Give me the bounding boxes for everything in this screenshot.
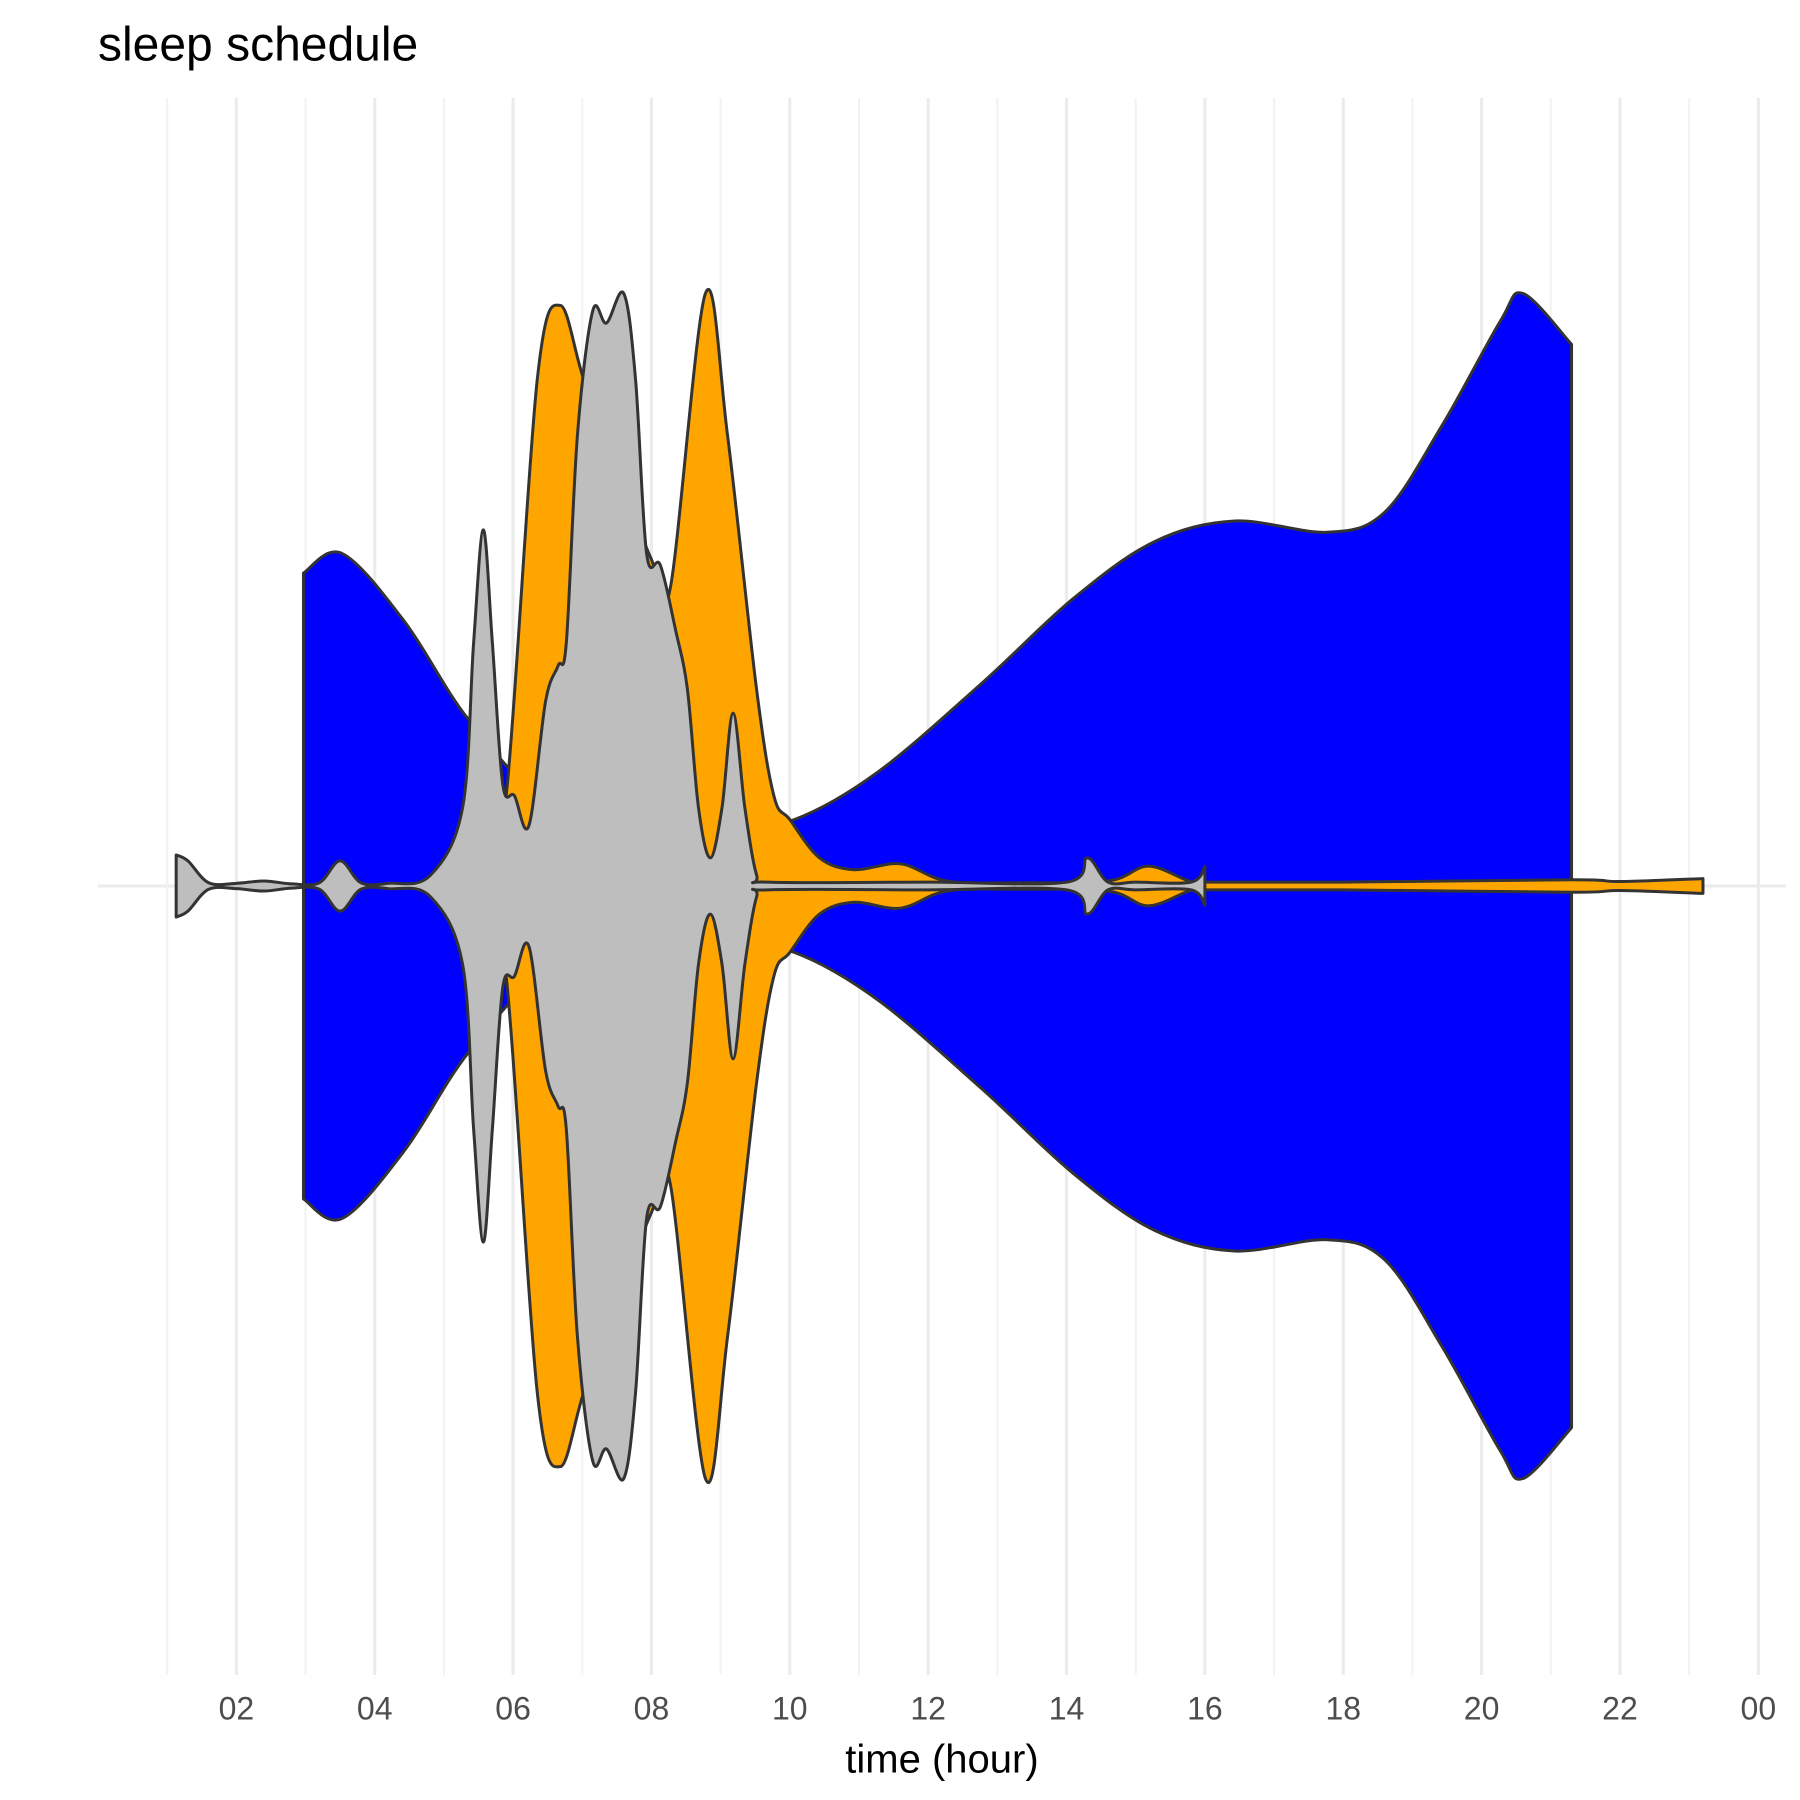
- chart-title: sleep schedule: [98, 19, 418, 72]
- x-tick-label: 10: [772, 1690, 808, 1726]
- x-axis-label: time (hour): [845, 1738, 1038, 1782]
- x-tick-label: 06: [495, 1690, 531, 1726]
- x-tick-label: 12: [910, 1690, 946, 1726]
- x-tick-label: 16: [1187, 1690, 1223, 1726]
- x-tick-label: 14: [1049, 1690, 1085, 1726]
- x-tick-label: 00: [1741, 1690, 1777, 1726]
- x-tick-label: 04: [357, 1690, 393, 1726]
- x-tick-label: 18: [1325, 1690, 1361, 1726]
- x-tick-label: 20: [1464, 1690, 1500, 1726]
- x-tick-label: 08: [634, 1690, 670, 1726]
- violin: [174, 290, 1207, 1482]
- x-tick-label: 02: [219, 1690, 255, 1726]
- x-tick-label: 22: [1602, 1690, 1638, 1726]
